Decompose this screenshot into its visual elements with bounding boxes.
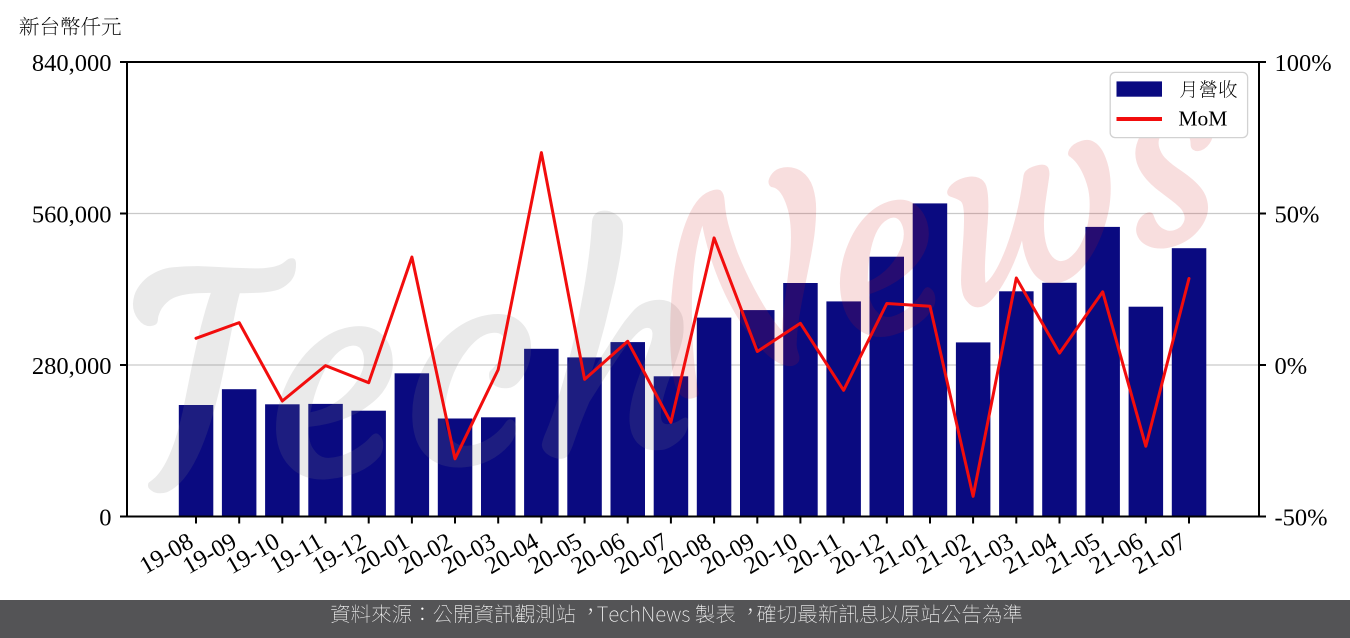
svg-text:840,000: 840,000 xyxy=(32,50,112,77)
svg-text:100%: 100% xyxy=(1275,50,1332,77)
svg-text:0%: 0% xyxy=(1275,353,1308,380)
svg-text:560,000: 560,000 xyxy=(32,201,112,228)
svg-text:50%: 50% xyxy=(1275,201,1320,228)
svg-text:-50%: -50% xyxy=(1275,504,1328,531)
svg-text:MoM: MoM xyxy=(1178,107,1227,131)
svg-text:0: 0 xyxy=(99,504,111,531)
svg-text:280,000: 280,000 xyxy=(32,353,112,380)
